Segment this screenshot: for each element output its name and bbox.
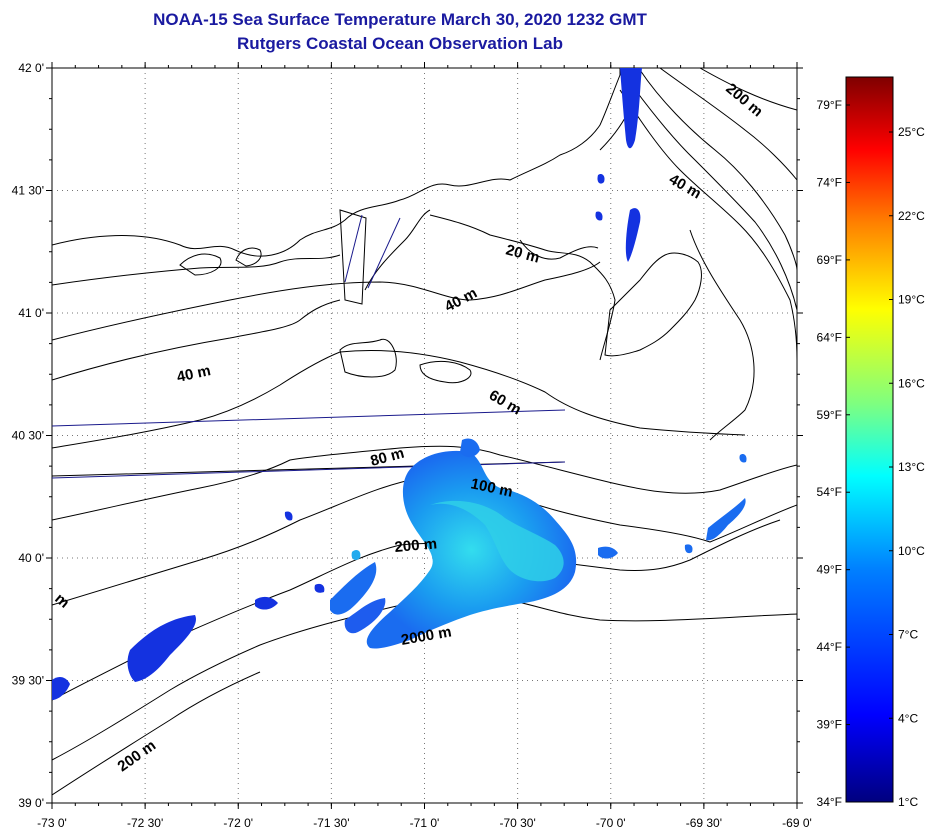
colorbar-fahrenheit-label: 79°F <box>817 98 842 112</box>
longitude-tick-label: -69 0' <box>782 816 812 830</box>
colorbar-celsius-label: 4°C <box>898 711 918 725</box>
grid-lines <box>52 68 797 803</box>
colorbar-fahrenheit-label: 59°F <box>817 408 842 422</box>
latitude-tick-label: 41 0' <box>18 306 44 320</box>
colorbar-celsius-label: 13°C <box>898 460 925 474</box>
longitude-tick-label: -70 0' <box>596 816 626 830</box>
latitude-tick-label: 40 30' <box>12 429 44 443</box>
colorbar-celsius-labels: 25°C 22°C 19°C 16°C 13°C 10°C 7°C 4°C 1°C <box>889 125 925 809</box>
colorbar-celsius-label: 22°C <box>898 209 925 223</box>
latitude-tick-label: 41 30' <box>12 184 44 198</box>
colorbar-fahrenheit-label: 69°F <box>817 253 842 267</box>
latitude-tick-label: 39 0' <box>18 796 44 810</box>
longitude-tick-label: -70 30' <box>499 816 535 830</box>
longitude-tick-label: -71 0' <box>410 816 440 830</box>
latitude-tick-label: 39 30' <box>12 674 44 688</box>
colorbar-fahrenheit-label: 64°F <box>817 330 842 344</box>
colorbar-fahrenheit-label: 54°F <box>817 485 842 499</box>
colorbar-celsius-label: 7°C <box>898 628 918 642</box>
longitude-tick-label: -69 30' <box>686 816 722 830</box>
colorbar <box>845 76 894 803</box>
latitude-tick-label: 42 0' <box>18 61 44 75</box>
colorbar-fahrenheit-label: 49°F <box>817 563 842 577</box>
colorbar-fahrenheit-labels: 79°F 74°F 69°F 64°F 59°F 54°F 49°F 44°F 39°F 34°F <box>817 98 850 809</box>
longitude-axis: -73 0' -72 30' -72 0' -71 30' -71 0' -70 30' -… <box>37 62 812 830</box>
colorbar-celsius-label: 1°C <box>898 795 918 809</box>
map-title: NOAA-15 Sea Surface Temperature March 30… <box>153 10 647 29</box>
colorbar-celsius-label: 16°C <box>898 376 925 390</box>
longitude-tick-label: -71 30' <box>313 816 349 830</box>
colorbar-fahrenheit-label: 39°F <box>817 718 842 732</box>
longitude-tick-label: -73 0' <box>37 816 67 830</box>
colorbar-celsius-label: 19°C <box>898 293 925 307</box>
colorbar-celsius-label: 25°C <box>898 125 925 139</box>
latitude-axis: 42 0' 41 30' 41 0' 40 30' 40 0' 39 30' 39 0' <box>12 61 803 810</box>
latitude-tick-label: 40 0' <box>18 551 44 565</box>
longitude-tick-label: -72 30' <box>127 816 163 830</box>
sst-data <box>52 68 747 700</box>
contour-label: 200 m <box>394 535 438 556</box>
colorbar-celsius-label: 10°C <box>898 544 925 558</box>
colorbar-fahrenheit-label: 34°F <box>817 795 842 809</box>
map-subtitle: Rutgers Coastal Ocean Observation Lab <box>237 34 563 53</box>
longitude-tick-label: -72 0' <box>223 816 253 830</box>
colorbar-fahrenheit-label: 74°F <box>817 175 842 189</box>
contour-label: 40 m <box>175 362 212 386</box>
colorbar-fahrenheit-label: 44°F <box>817 640 842 654</box>
